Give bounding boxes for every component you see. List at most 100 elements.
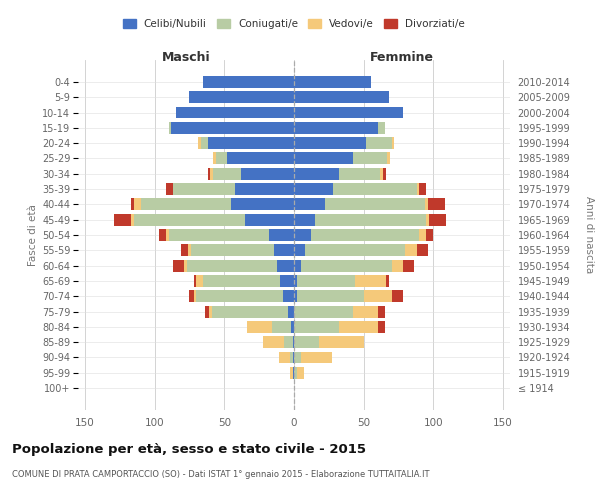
Bar	[311, 229, 419, 241]
Bar	[196, 275, 203, 287]
Bar	[297, 367, 304, 379]
Bar	[392, 260, 403, 272]
Bar	[205, 306, 209, 318]
Bar	[284, 336, 293, 348]
Bar	[208, 137, 294, 149]
Bar	[301, 260, 392, 272]
Bar	[294, 152, 353, 164]
Bar	[428, 198, 445, 210]
Bar	[141, 198, 231, 210]
Bar	[294, 76, 371, 88]
Bar	[294, 306, 353, 318]
Text: COMUNE DI PRATA CAMPORTACCIO (SO) - Dati ISTAT 1° gennaio 2015 - Elaborazione TU: COMUNE DI PRATA CAMPORTACCIO (SO) - Dati…	[12, 470, 430, 479]
Bar	[419, 229, 427, 241]
Bar	[338, 168, 380, 179]
Bar	[176, 106, 294, 118]
Bar	[169, 229, 269, 241]
Bar	[294, 122, 377, 134]
Bar	[427, 214, 429, 226]
Bar	[325, 198, 425, 210]
Bar	[305, 244, 406, 256]
Bar	[235, 183, 294, 195]
Bar	[294, 275, 297, 287]
Bar	[172, 122, 294, 134]
Bar	[416, 244, 428, 256]
Bar	[187, 260, 277, 272]
Bar	[274, 244, 294, 256]
Bar	[278, 352, 290, 364]
Bar	[209, 306, 212, 318]
Bar	[188, 244, 191, 256]
Bar	[247, 321, 272, 333]
Bar	[294, 214, 315, 226]
Bar	[231, 198, 294, 210]
Bar	[294, 229, 311, 241]
Bar	[114, 214, 131, 226]
Bar	[293, 367, 294, 379]
Bar	[283, 290, 294, 302]
Bar	[166, 229, 169, 241]
Bar	[245, 214, 294, 226]
Bar	[196, 290, 283, 302]
Bar	[294, 91, 389, 103]
Bar	[293, 352, 294, 364]
Bar	[272, 321, 291, 333]
Bar	[403, 260, 414, 272]
Bar	[315, 214, 427, 226]
Bar	[190, 290, 194, 302]
Bar	[203, 275, 280, 287]
Bar	[353, 152, 388, 164]
Bar	[291, 321, 294, 333]
Bar	[377, 122, 385, 134]
Bar	[216, 152, 227, 164]
Bar	[388, 152, 390, 164]
Bar	[290, 367, 293, 379]
Bar	[198, 137, 200, 149]
Bar	[294, 244, 305, 256]
Text: Femmine: Femmine	[370, 50, 434, 64]
Bar	[294, 352, 301, 364]
Bar	[290, 352, 293, 364]
Bar	[294, 321, 338, 333]
Bar	[367, 137, 392, 149]
Bar	[392, 137, 394, 149]
Bar	[294, 168, 338, 179]
Bar	[289, 306, 294, 318]
Bar	[297, 275, 355, 287]
Bar	[181, 244, 188, 256]
Bar	[294, 336, 319, 348]
Bar	[173, 183, 235, 195]
Bar	[294, 198, 325, 210]
Bar	[355, 275, 386, 287]
Bar	[319, 336, 364, 348]
Bar	[280, 275, 294, 287]
Bar	[190, 91, 294, 103]
Bar	[213, 152, 216, 164]
Bar	[213, 168, 241, 179]
Text: Maschi: Maschi	[161, 50, 211, 64]
Bar	[297, 290, 364, 302]
Y-axis label: Anni di nascita: Anni di nascita	[584, 196, 595, 274]
Bar	[294, 260, 301, 272]
Bar	[191, 244, 274, 256]
Bar	[263, 336, 284, 348]
Legend: Celibi/Nubili, Coniugati/e, Vedovi/e, Divorziati/e: Celibi/Nubili, Coniugati/e, Vedovi/e, Di…	[119, 14, 469, 33]
Bar	[425, 198, 428, 210]
Bar	[200, 137, 208, 149]
Bar	[208, 168, 211, 179]
Bar	[386, 275, 389, 287]
Bar	[392, 290, 403, 302]
Bar	[406, 244, 416, 256]
Bar	[294, 367, 297, 379]
Bar	[203, 76, 294, 88]
Bar	[169, 122, 172, 134]
Bar	[227, 152, 294, 164]
Bar	[294, 183, 333, 195]
Bar	[377, 306, 385, 318]
Bar	[301, 352, 332, 364]
Bar	[241, 168, 294, 179]
Bar	[380, 168, 383, 179]
Bar	[166, 183, 173, 195]
Bar	[338, 321, 377, 333]
Bar	[364, 290, 392, 302]
